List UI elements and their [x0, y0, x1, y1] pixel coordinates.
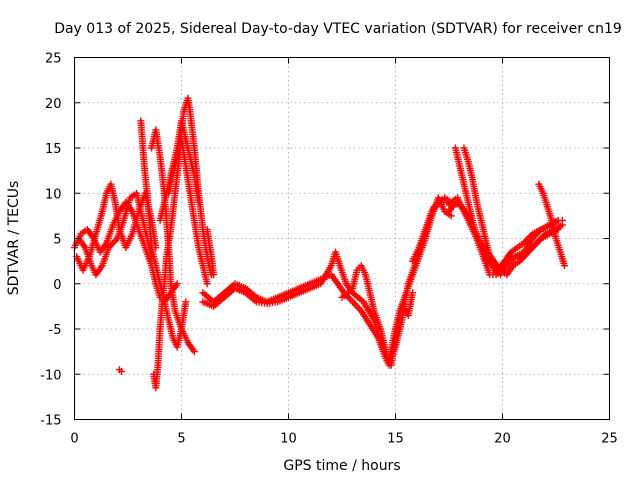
series-trace-13 — [338, 262, 417, 369]
data-point — [118, 368, 126, 376]
series-trace-11 — [199, 198, 457, 369]
series-trace-4 — [137, 117, 190, 351]
data-point — [409, 289, 417, 297]
data-point — [195, 198, 203, 206]
data-point — [447, 212, 455, 220]
series-trace-10 — [115, 366, 126, 376]
grid — [74, 57, 610, 420]
y-tick-label: -10 — [40, 368, 61, 383]
data-point — [210, 271, 218, 279]
data-point — [561, 262, 569, 270]
y-tick-label: 20 — [45, 97, 62, 112]
data-point — [182, 298, 190, 306]
y-axis-label: SDTVAR / TECUs — [6, 181, 22, 296]
x-tick-label: 15 — [387, 432, 404, 447]
x-axis-label: GPS time / hours — [283, 458, 400, 474]
y-tick-label: -15 — [40, 414, 61, 429]
series-trace-8 — [156, 117, 203, 224]
data-point — [203, 280, 211, 288]
x-tick-label: 0 — [70, 432, 78, 447]
y-tick-label: -5 — [49, 323, 62, 338]
series-trace-9 — [203, 225, 218, 279]
x-tick-label: 20 — [494, 432, 511, 447]
series-trace-18 — [535, 180, 569, 270]
y-tick-label: 5 — [53, 233, 61, 248]
data-point — [173, 280, 181, 288]
x-tick-label: 25 — [601, 432, 618, 447]
x-tick-label: 5 — [177, 432, 185, 447]
data-point — [190, 348, 198, 356]
y-tick-label: 15 — [45, 142, 62, 157]
y-tick-label: 25 — [45, 52, 62, 67]
axis-ticks: 0 5 10 15 20 25 -15 -10 -5 0 5 10 15 20 25 — [40, 52, 618, 447]
data-marks — [71, 94, 569, 392]
x-tick-label: 10 — [280, 432, 297, 447]
data-point — [558, 221, 566, 229]
chart-title: Day 013 of 2025, Sidereal Day-to-day VTE… — [54, 21, 622, 37]
series-trace-17 — [445, 198, 566, 279]
y-tick-label: 0 — [53, 278, 61, 293]
y-tick-label: 10 — [45, 187, 62, 202]
